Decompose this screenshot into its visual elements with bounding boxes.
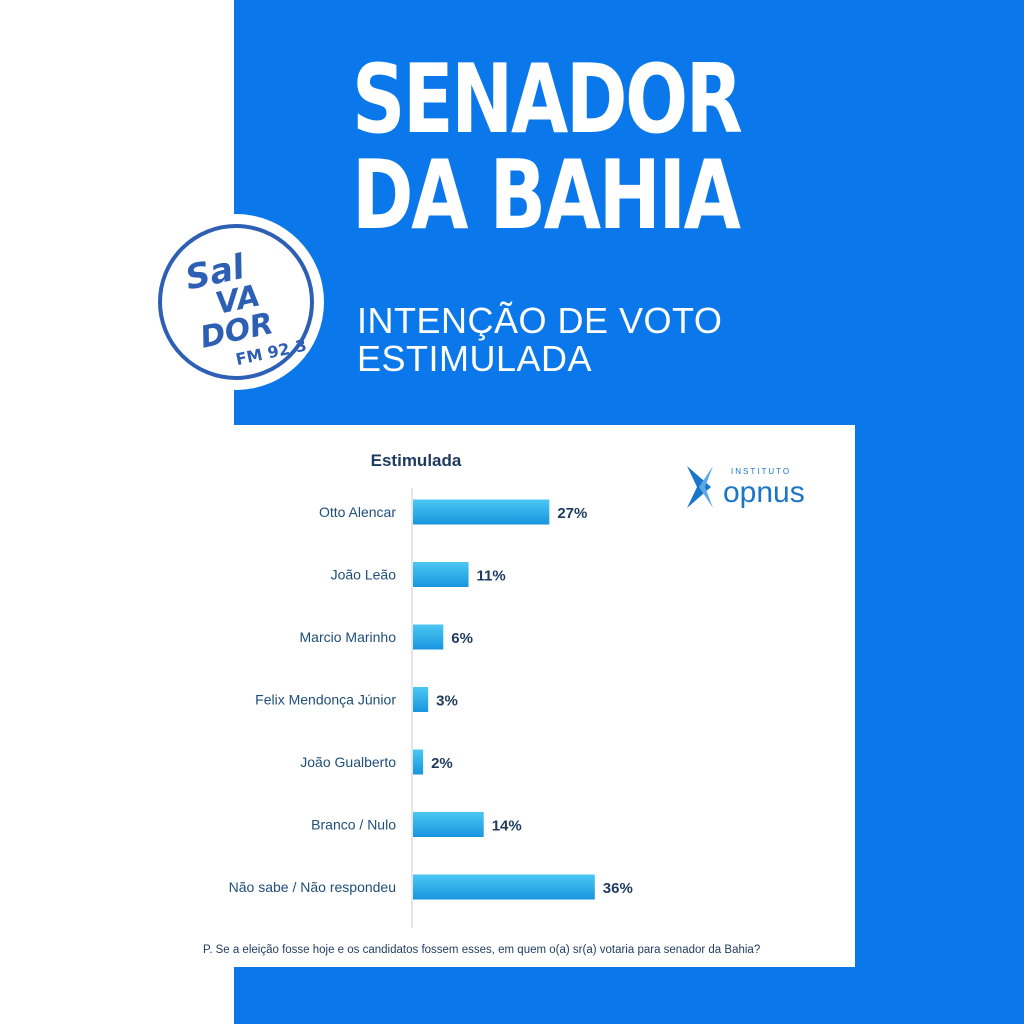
- bar: [413, 562, 469, 587]
- page-subtitle: INTENÇÃO DE VOTO ESTIMULADA: [357, 302, 722, 378]
- chart-footnote: P. Se a eleição fosse hoje e os candidat…: [203, 944, 760, 956]
- category-label: Marcio Marinho: [300, 629, 397, 645]
- opnus-small-label: INSTITUTO: [731, 467, 791, 476]
- category-label: Otto Alencar: [319, 504, 396, 520]
- opnus-institute-logo: INSTITUTO opnus: [687, 466, 805, 509]
- opnus-name: opnus: [723, 476, 805, 509]
- category-label: Felix Mendonça Júnior: [255, 692, 396, 708]
- title-line-2: DA BAHIA: [352, 141, 741, 251]
- subtitle-line-2: ESTIMULADA: [357, 338, 593, 379]
- opnus-mark-icon: [687, 466, 713, 508]
- data-label: 6%: [451, 630, 473, 647]
- category-label: Não sabe / Não respondeu: [229, 879, 396, 895]
- bars-layer: Otto Alencar 27% João Leão 11% Marcio Marinh…: [229, 499, 633, 900]
- data-label: 2%: [431, 755, 453, 772]
- bar: [413, 624, 444, 650]
- bar: [413, 812, 484, 837]
- category-label: Branco / Nulo: [311, 817, 396, 833]
- chart-card: Estimulada Otto Alencar 27% João Leão 11% Ma…: [195, 425, 855, 967]
- category-label: João Gualberto: [300, 754, 396, 770]
- subtitle-line-1: INTENÇÃO DE VOTO: [357, 300, 723, 341]
- bar: [413, 687, 429, 712]
- category-label: João Leão: [331, 567, 397, 583]
- chart-title: Estimulada: [371, 451, 462, 470]
- data-label: 11%: [477, 568, 506, 585]
- bar: [413, 749, 424, 775]
- data-label: 36%: [603, 880, 633, 897]
- title-line-1: SENADOR: [352, 45, 743, 155]
- data-label: 14%: [492, 818, 522, 835]
- bar: [413, 874, 595, 900]
- page-title: SENADOR DA BAHIA: [352, 45, 743, 251]
- bar: [413, 499, 550, 525]
- data-label: 27%: [557, 505, 587, 522]
- salvador-fm-logo: Sal VA DOR FM 92.3: [148, 214, 324, 390]
- bar-chart: Estimulada Otto Alencar 27% João Leão 11% Ma…: [203, 451, 760, 956]
- data-label: 3%: [436, 693, 458, 710]
